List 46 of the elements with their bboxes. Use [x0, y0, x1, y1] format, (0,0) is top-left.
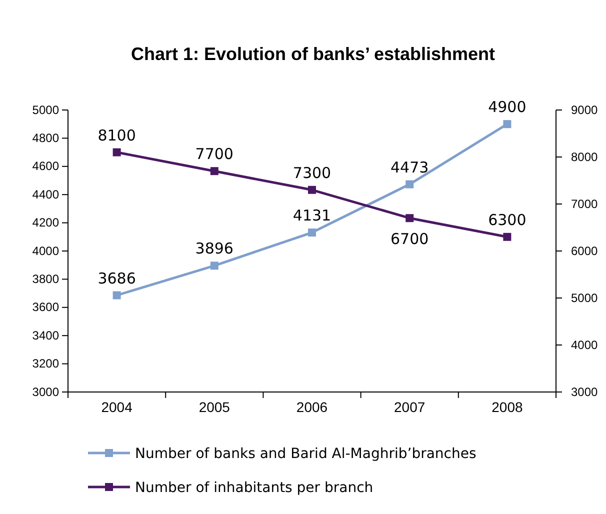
y-tick-label: 3000 [32, 384, 60, 399]
y-tick-label: 4800 [32, 131, 60, 146]
y2-tick-label: 3000 [571, 384, 598, 399]
y-tick-label: 4200 [32, 216, 60, 230]
y2-tick-label: 5000 [571, 290, 598, 305]
data-label: 6700 [390, 230, 429, 248]
x-tick-label: 2005 [198, 398, 230, 415]
y-tick-label: 3400 [32, 328, 60, 342]
y2-tick-label: 8000 [571, 150, 598, 164]
x-tick-label: 2008 [492, 398, 523, 415]
x-tick-label: 2007 [394, 398, 426, 415]
point [308, 228, 316, 237]
data-label: 3896 [195, 240, 234, 258]
x-tick-label: 2004 [101, 398, 133, 415]
y-tick-label: 4000 [32, 244, 60, 258]
y-tick-label: 5000 [32, 102, 60, 117]
data-label: 4473 [390, 158, 429, 176]
data-label: 7300 [292, 164, 332, 182]
point [112, 291, 121, 300]
y2-tick-label: 7000 [571, 196, 598, 211]
x-tick-label: 2006 [296, 398, 328, 415]
y-tick-label: 4600 [32, 159, 60, 174]
y-tick-label: 3600 [32, 300, 60, 314]
data-label: 3686 [98, 269, 136, 288]
point [210, 262, 218, 270]
point [210, 167, 218, 176]
data-label: 4131 [292, 206, 332, 225]
y2-tick-label: 9000 [571, 102, 598, 117]
data-label: 7700 [195, 145, 234, 164]
legend-label: Number of inhabitants per branch [135, 480, 374, 496]
point [112, 148, 121, 156]
data-label: 8100 [98, 126, 136, 144]
point [308, 186, 316, 194]
point [503, 232, 512, 241]
point [406, 214, 414, 222]
chart-title: Chart 1: Evolution of banks’ establishment [130, 44, 496, 64]
y-tick-label: 3200 [32, 356, 60, 371]
y2-tick-label: 6000 [571, 244, 598, 258]
legend-label: Number of banks and Barid Al-Maghrib’branches [135, 446, 476, 462]
data-label: 4900 [488, 98, 526, 116]
data-label: 6300 [488, 210, 526, 229]
y2-tick-label: 4000 [571, 338, 598, 352]
point [503, 120, 512, 128]
y-tick-label: 3800 [32, 272, 60, 286]
point [406, 180, 414, 188]
y-tick-label: 4400 [32, 187, 60, 202]
